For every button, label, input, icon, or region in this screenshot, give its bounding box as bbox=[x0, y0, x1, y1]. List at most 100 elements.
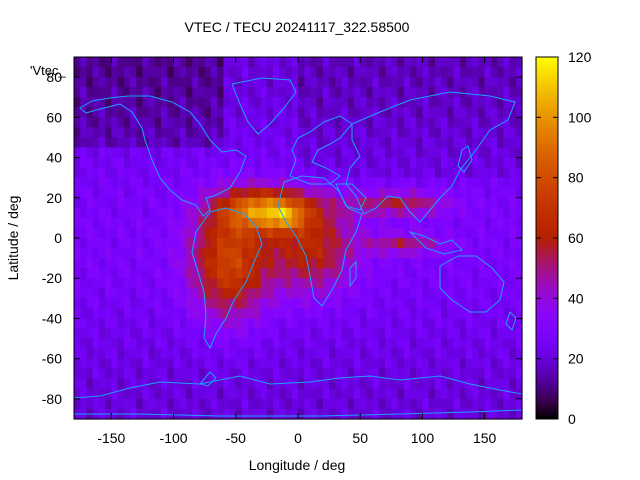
heatmap-cell bbox=[235, 197, 243, 209]
heatmap-cell bbox=[117, 358, 125, 370]
heatmap-cell bbox=[490, 338, 498, 350]
heatmap-cell bbox=[167, 167, 175, 179]
heatmap-cell bbox=[148, 298, 156, 309]
heatmap-cell bbox=[210, 117, 218, 128]
heatmap-cell bbox=[372, 57, 380, 68]
heatmap-cell bbox=[235, 318, 243, 330]
heatmap-cell bbox=[92, 157, 100, 169]
heatmap-cell bbox=[441, 197, 448, 209]
heatmap-cell bbox=[136, 378, 144, 390]
heatmap-cell bbox=[179, 308, 187, 320]
heatmap-cell bbox=[273, 278, 280, 289]
heatmap-cell bbox=[198, 408, 206, 420]
heatmap-cell bbox=[298, 388, 305, 400]
heatmap-cell bbox=[260, 258, 268, 269]
heatmap-cell bbox=[254, 338, 262, 350]
heatmap-cell bbox=[117, 298, 125, 309]
heatmap-cell bbox=[111, 127, 119, 139]
heatmap-cell bbox=[217, 77, 224, 88]
heatmap-cell bbox=[260, 107, 268, 118]
heatmap-cell bbox=[503, 187, 511, 199]
heatmap-cell bbox=[441, 217, 448, 229]
heatmap-cell bbox=[497, 187, 504, 199]
heatmap-cell bbox=[310, 127, 318, 139]
heatmap-cell bbox=[186, 167, 193, 179]
heatmap-cell bbox=[466, 238, 473, 249]
heatmap-cell bbox=[434, 268, 442, 279]
heatmap-cell bbox=[161, 77, 168, 88]
heatmap-cell bbox=[515, 157, 523, 169]
heatmap-cell bbox=[490, 87, 498, 98]
heatmap-cell bbox=[354, 67, 361, 78]
y-tick-label: 40 bbox=[46, 150, 62, 166]
heatmap-cell bbox=[428, 227, 436, 239]
heatmap-cell bbox=[341, 388, 349, 400]
heatmap-cell bbox=[179, 268, 187, 279]
heatmap-cell bbox=[98, 127, 106, 139]
heatmap-cell bbox=[235, 288, 243, 299]
heatmap-cell bbox=[434, 77, 442, 88]
heatmap-cell bbox=[316, 137, 324, 149]
heatmap-cell bbox=[316, 67, 324, 78]
heatmap-cell bbox=[148, 368, 156, 380]
heatmap-cell bbox=[366, 298, 374, 309]
heatmap-cell bbox=[98, 197, 106, 209]
heatmap-cell bbox=[198, 238, 206, 249]
heatmap-cell bbox=[453, 348, 461, 360]
heatmap-cell bbox=[341, 117, 349, 128]
heatmap-cell bbox=[347, 388, 355, 400]
coastline-south-america bbox=[191, 207, 263, 350]
heatmap-cell bbox=[248, 318, 256, 330]
heatmap-cell bbox=[490, 388, 498, 400]
heatmap-cell bbox=[515, 147, 523, 159]
heatmap-cell bbox=[285, 268, 293, 279]
heatmap-cell bbox=[98, 207, 106, 219]
heatmap-cell bbox=[347, 107, 355, 118]
heatmap-cell bbox=[74, 57, 81, 68]
heatmap-cell bbox=[304, 227, 312, 239]
heatmap-cell bbox=[254, 217, 262, 229]
heatmap-cell bbox=[298, 308, 305, 320]
heatmap-cell bbox=[142, 278, 150, 289]
heatmap-cell bbox=[335, 318, 343, 330]
heatmap-cell bbox=[428, 258, 436, 269]
heatmap-cell bbox=[173, 57, 181, 68]
heatmap-cell bbox=[434, 248, 442, 259]
colorbar-tick-label: 20 bbox=[568, 351, 584, 367]
heatmap-cell bbox=[347, 77, 355, 88]
heatmap-cell bbox=[316, 207, 324, 219]
heatmap-cell bbox=[441, 87, 448, 98]
heatmap-cell bbox=[422, 408, 430, 420]
heatmap-cell bbox=[372, 338, 380, 350]
heatmap-cell bbox=[490, 207, 498, 219]
heatmap-cell bbox=[316, 177, 324, 189]
heatmap-cell bbox=[117, 207, 125, 219]
heatmap-cell bbox=[173, 308, 181, 320]
heatmap-cell bbox=[322, 298, 330, 309]
heatmap-cell bbox=[74, 288, 81, 299]
heatmap-cell bbox=[428, 268, 436, 279]
heatmap-cell bbox=[86, 187, 94, 199]
heatmap-cell bbox=[329, 278, 336, 289]
heatmap-cell bbox=[360, 378, 368, 390]
heatmap-cell bbox=[136, 328, 144, 340]
heatmap-cell bbox=[86, 298, 94, 309]
heatmap-cell bbox=[130, 298, 137, 309]
coastline-antarctica bbox=[73, 375, 523, 417]
heatmap-cell bbox=[98, 107, 106, 118]
heatmap-cell bbox=[385, 137, 392, 149]
heatmap-cell bbox=[422, 298, 430, 309]
heatmap-cell bbox=[279, 298, 287, 309]
heatmap-cell bbox=[148, 167, 156, 179]
heatmap-cell bbox=[80, 328, 88, 340]
heatmap-cell bbox=[434, 378, 442, 390]
heatmap-cell bbox=[434, 127, 442, 139]
heatmap-cell bbox=[472, 248, 480, 259]
heatmap-cell bbox=[161, 248, 168, 259]
heatmap-cell bbox=[136, 348, 144, 360]
colorbar-tick-label: 120 bbox=[568, 49, 592, 65]
heatmap-cell bbox=[98, 167, 106, 179]
heatmap-cell bbox=[229, 197, 237, 209]
heatmap-cell bbox=[105, 117, 112, 128]
heatmap-cell bbox=[210, 248, 218, 259]
